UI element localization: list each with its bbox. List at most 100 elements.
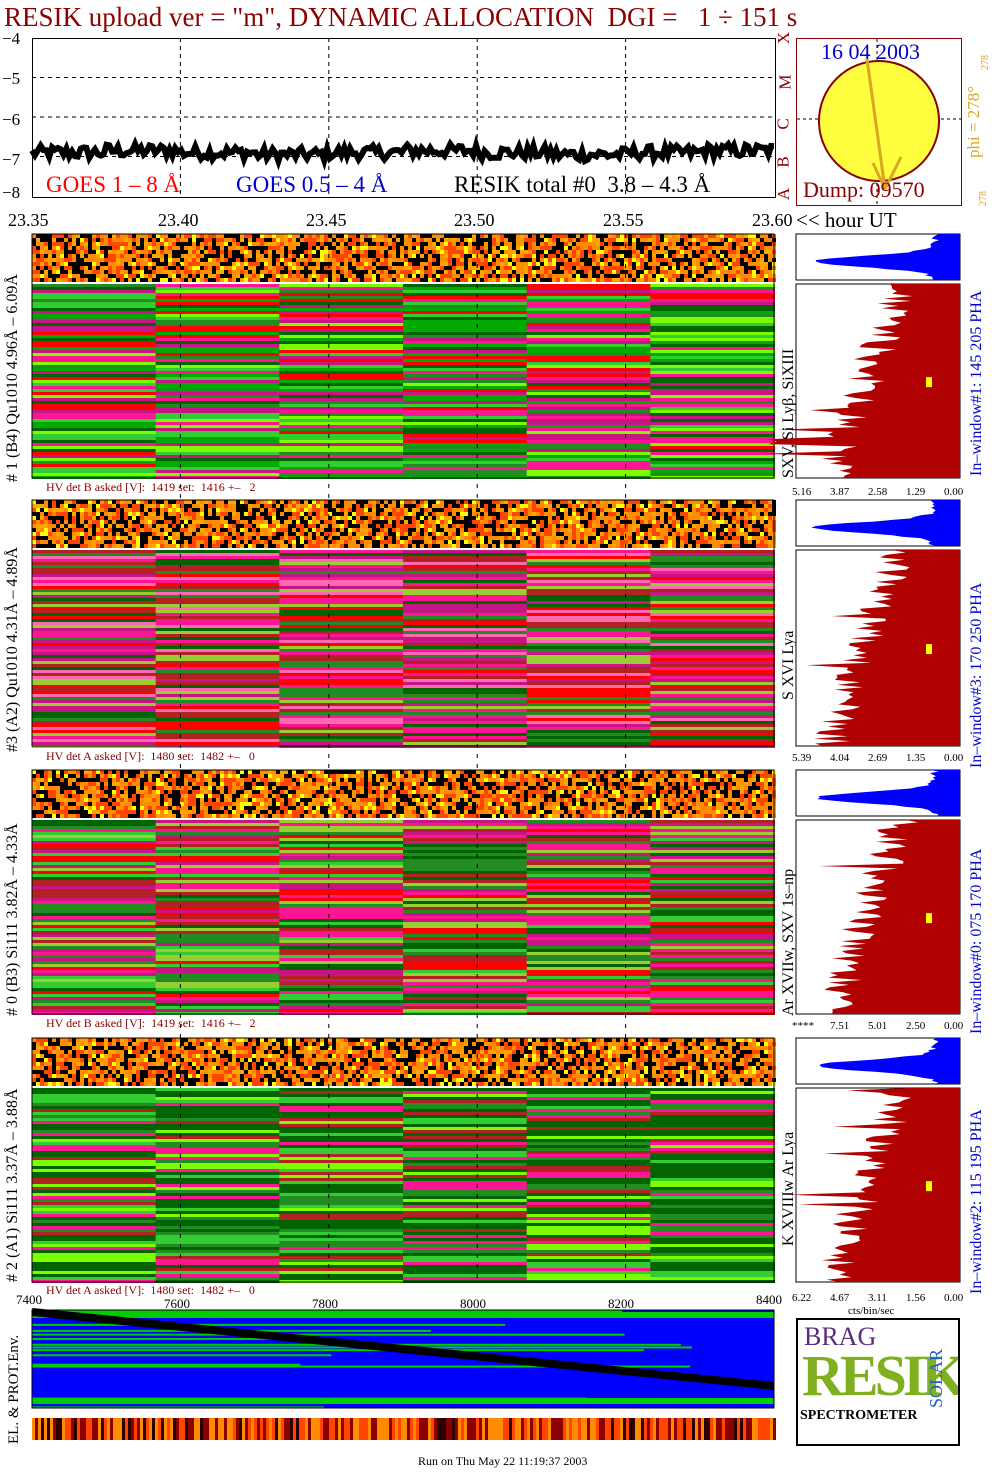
strip-cell	[116, 250, 120, 254]
strip-cell	[620, 234, 624, 238]
strip-cell	[236, 246, 240, 250]
strip-cell	[44, 274, 48, 278]
strip-cell	[88, 504, 92, 508]
strip-cell	[720, 242, 724, 246]
spectro-row	[32, 655, 157, 658]
strip-cell	[368, 270, 372, 274]
strip-cell	[108, 528, 112, 532]
strip-cell	[620, 258, 624, 262]
strip-cell	[264, 262, 268, 266]
strip-cell	[60, 540, 64, 544]
strip-cell	[180, 508, 184, 512]
strip-cell	[560, 532, 564, 536]
strip-cell	[232, 270, 236, 274]
strip-cell	[340, 258, 344, 262]
strip-cell	[356, 234, 360, 238]
strip-cell	[404, 278, 408, 282]
strip-cell	[84, 242, 88, 246]
strip-cell	[444, 512, 448, 516]
strip-cell	[328, 254, 332, 258]
strip-cell	[520, 238, 524, 242]
strip-cell	[508, 270, 512, 274]
strip-cell	[632, 504, 636, 508]
strip-cell	[488, 544, 492, 548]
strip-cell	[572, 266, 576, 270]
strip-cell	[724, 238, 728, 242]
strip-cell	[456, 250, 460, 254]
strip-cell	[424, 508, 428, 512]
strip-cell	[220, 520, 224, 524]
strip-cell	[500, 524, 504, 528]
strip-cell	[128, 508, 132, 512]
strip-cell	[356, 242, 360, 246]
strip-cell	[672, 512, 676, 516]
strip-cell	[200, 262, 204, 266]
strip-cell	[280, 274, 284, 278]
strip-cell	[252, 504, 256, 508]
strip-cell	[688, 544, 692, 548]
strip-cell	[396, 524, 400, 528]
strip-cell	[596, 254, 600, 258]
strip-cell	[756, 258, 760, 262]
strip-cell	[476, 508, 480, 512]
spectro-row	[32, 709, 157, 712]
strip-cell	[96, 262, 100, 266]
strip-cell	[228, 512, 232, 516]
strip-cell	[104, 524, 108, 528]
strip-cell	[156, 540, 160, 544]
spectro-row	[155, 604, 281, 607]
strip-cell	[460, 238, 464, 242]
strip-cell	[172, 250, 176, 254]
strip-cell	[744, 254, 748, 258]
spectro-row	[32, 640, 157, 643]
strip-cell	[72, 512, 76, 516]
strip-cell	[60, 274, 64, 278]
strip-cell	[488, 250, 492, 254]
strip-cell	[648, 500, 652, 504]
strip-cell	[716, 536, 720, 540]
strip-cell	[572, 238, 576, 242]
strip-cell	[460, 242, 464, 246]
strip-cell	[196, 266, 200, 270]
strip-cell	[196, 270, 200, 274]
strip-cell	[492, 524, 496, 528]
strip-cell	[148, 508, 152, 512]
strip-cell	[128, 532, 132, 536]
strip-cell	[164, 504, 168, 508]
strip-cell	[108, 274, 112, 278]
strip-cell	[80, 500, 84, 504]
strip-cell	[552, 520, 556, 524]
strip-cell	[468, 520, 472, 524]
strip-cell	[736, 512, 740, 516]
strip-cell	[72, 524, 76, 528]
strip-cell	[572, 512, 576, 516]
strip-cell	[192, 278, 196, 282]
strip-cell	[328, 274, 332, 278]
strip-cell	[516, 258, 520, 262]
strip-cell	[620, 246, 624, 250]
strip-cell	[172, 532, 176, 536]
strip-cell	[752, 262, 756, 266]
strip-cell	[160, 242, 164, 246]
strip-cell	[60, 512, 64, 516]
strip-cell	[88, 516, 92, 520]
strip-cell	[140, 266, 144, 270]
strip-cell	[160, 500, 164, 504]
spectro-row	[526, 407, 652, 410]
strip-cell	[164, 516, 168, 520]
strip-cell	[176, 508, 180, 512]
strip-cell	[268, 540, 272, 544]
strip-cell	[512, 250, 516, 254]
strip-cell	[88, 266, 92, 270]
strip-cell	[92, 536, 96, 540]
strip-cell	[696, 540, 700, 544]
strip-cell	[120, 536, 124, 540]
strip-cell	[476, 278, 480, 282]
strip-cell	[384, 262, 388, 266]
spectro-row	[32, 407, 157, 410]
strip-cell	[704, 544, 708, 548]
strip-cell	[620, 520, 624, 524]
strip-cell	[544, 258, 548, 262]
strip-cell	[496, 524, 500, 528]
strip-cell	[272, 536, 276, 540]
